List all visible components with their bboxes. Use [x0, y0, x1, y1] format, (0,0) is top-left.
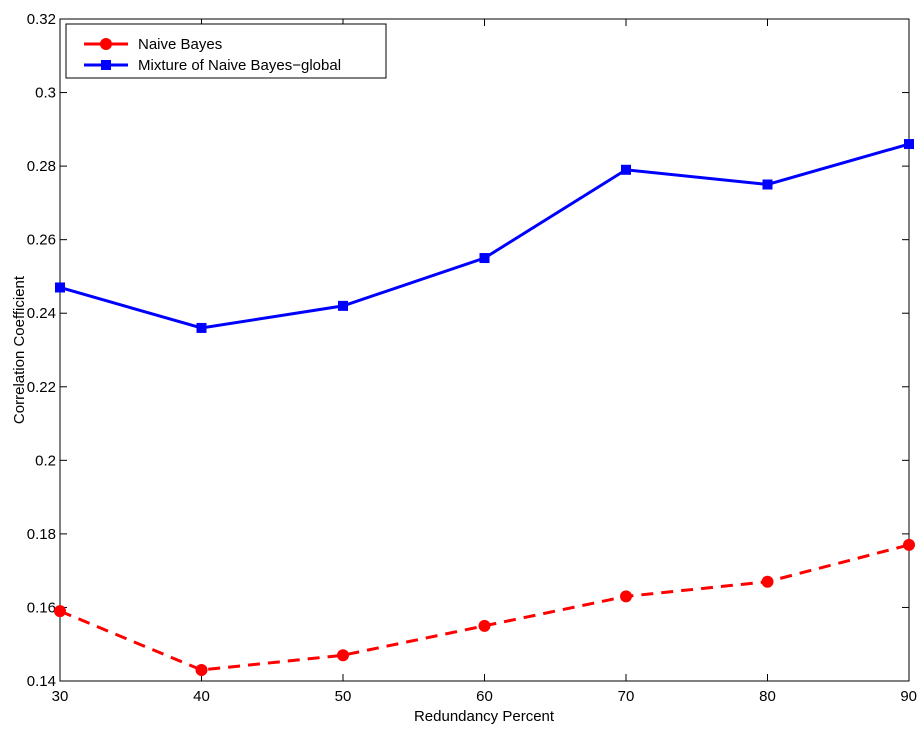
- data-point: [478, 619, 491, 632]
- legend-label-naive-bayes: Naive Bayes: [138, 36, 222, 53]
- data-point: [620, 590, 632, 603]
- x-axis-label: Redundancy Percent: [414, 708, 555, 725]
- data-point: [761, 575, 774, 588]
- series-naive-bayes: [54, 538, 915, 676]
- legend-label-mixture-global: Mixture of Naive Bayes−global: [138, 57, 341, 74]
- data-point: [903, 538, 915, 551]
- data-point: [337, 649, 349, 662]
- x-tick-label: 40: [193, 688, 210, 705]
- data-point: [904, 139, 914, 150]
- data-point: [196, 322, 207, 333]
- legend: Naive Bayes Mixture of Naive Bayes−globa…: [65, 23, 387, 79]
- data-point: [195, 663, 208, 676]
- y-axis-label: Correlation Coefficient: [11, 275, 28, 424]
- series-mixture-global: [55, 139, 914, 333]
- legend-marker-mixture-global: [101, 60, 111, 70]
- data-point: [762, 179, 773, 190]
- y-tick-label: 0.3: [35, 85, 56, 102]
- y-tick-label: 0.24: [27, 305, 56, 322]
- data-point: [55, 282, 65, 293]
- data-point: [621, 164, 631, 175]
- x-tick-label: 90: [900, 688, 917, 705]
- y-tick-label: 0.32: [27, 11, 56, 28]
- data-point: [479, 253, 490, 264]
- x-tick-label: 50: [335, 688, 352, 705]
- y-tick-label: 0.16: [27, 599, 56, 616]
- x-tick-label: 30: [52, 688, 69, 705]
- y-tick-label: 0.2: [35, 452, 56, 469]
- y-axis: 0.14 0.16 0.18 0.2 0.22 0.24 0.26 0.28 0.3 0.32: [27, 11, 909, 690]
- data-point: [54, 605, 66, 618]
- series-layer: [54, 139, 915, 676]
- y-tick-label: 0.28: [27, 158, 56, 175]
- y-tick-label: 0.14: [27, 673, 56, 690]
- x-tick-label: 60: [476, 688, 493, 705]
- y-tick-label: 0.26: [27, 232, 56, 249]
- x-tick-label: 70: [618, 688, 635, 705]
- y-tick-label: 0.22: [27, 379, 56, 396]
- legend-box: [65, 23, 387, 79]
- data-point: [338, 300, 348, 311]
- y-tick-label: 0.18: [27, 526, 56, 543]
- plot-area: [59, 18, 910, 682]
- x-axis: 30 40 50 60 70 80 90: [52, 19, 917, 705]
- x-tick-label: 80: [759, 688, 776, 705]
- legend-marker-naive-bayes: [100, 38, 112, 50]
